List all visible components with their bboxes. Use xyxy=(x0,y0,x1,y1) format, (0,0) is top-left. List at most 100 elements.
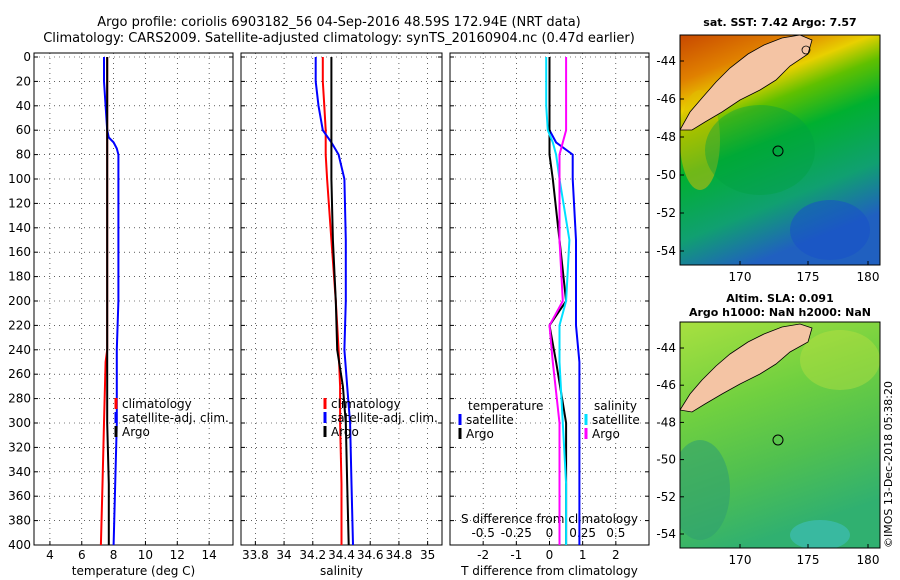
map-y-tick-label: -48 xyxy=(656,130,676,144)
y-tick-label: 120 xyxy=(8,196,31,210)
x-tick-label: -2 xyxy=(477,548,489,562)
series-t-argo xyxy=(548,57,568,545)
y-tick-label: 20 xyxy=(16,74,31,88)
salinity-panel: 33.8 34 34.2 34.4 34.6 34.8 35 salinity climatol… xyxy=(240,52,443,578)
legend-label: Argo xyxy=(122,425,150,439)
sla-map: Altim. SLA: 0.091 Argo h1000: NaN h2000:… xyxy=(656,292,881,567)
south-island-land-b xyxy=(680,323,813,413)
x-tick-label: 12 xyxy=(170,548,185,562)
x-tick-label: 6 xyxy=(78,548,86,562)
x-tick-label: 34.4 xyxy=(328,548,355,562)
y-tick-label: 380 xyxy=(8,514,31,528)
y-tick-label: 160 xyxy=(8,245,31,259)
y-tick-label: 320 xyxy=(8,440,31,454)
map-y-tick-label: -52 xyxy=(656,206,676,220)
y-tick-label: 240 xyxy=(8,343,31,357)
s-tick-label: 0.5 xyxy=(606,526,625,540)
x-axis-label: temperature (deg C) xyxy=(72,564,195,578)
x-tick-label: 0 xyxy=(546,548,554,562)
legend-label: Argo xyxy=(331,425,359,439)
x-tick-label: 8 xyxy=(110,548,118,562)
legend-label: Argo xyxy=(466,427,494,441)
south-island-land xyxy=(680,35,813,131)
x-axis-label: T difference from climatology xyxy=(460,564,638,578)
series-satellite-adj-clim- xyxy=(314,57,354,546)
series-s-satellite xyxy=(545,57,571,545)
map-y-tick-label: -44 xyxy=(656,341,676,355)
map-y-tick-label: -50 xyxy=(656,453,676,467)
y-tick-label: 400 xyxy=(8,538,31,552)
map-y-tick-label: -44 xyxy=(656,54,676,68)
y-tick-label: 200 xyxy=(8,294,31,308)
map-y-tick-label: -46 xyxy=(656,378,676,392)
map-y-tick-label: -48 xyxy=(656,415,676,429)
y-tick-label: 100 xyxy=(8,172,31,186)
y-tick-label: 340 xyxy=(8,465,31,479)
y-tick-label: 140 xyxy=(8,221,31,235)
sla-map-title1: Altim. SLA: 0.091 xyxy=(726,292,833,305)
x-tick-label: 35 xyxy=(420,548,435,562)
legend-label: satellite xyxy=(466,413,514,427)
map-x-tick-label: 175 xyxy=(797,270,820,284)
map-x-tick-label: 175 xyxy=(797,553,820,567)
map-x-tick-label: 180 xyxy=(857,553,880,567)
argo-position-marker-b xyxy=(772,434,784,446)
sla-map-title2: Argo h1000: NaN h2000: NaN xyxy=(689,306,871,319)
x-tick-label: 34.2 xyxy=(299,548,326,562)
s-tick-label: -0.25 xyxy=(501,526,532,540)
sst-map-patches xyxy=(680,35,870,260)
legend-label: climatology xyxy=(331,397,401,411)
y-tick-label: 280 xyxy=(8,392,31,406)
sst-map-title: sat. SST: 7.42 Argo: 7.57 xyxy=(703,16,856,29)
series-argo xyxy=(330,57,350,546)
x-tick-label: 4 xyxy=(46,548,54,562)
y-tick-label: 80 xyxy=(16,148,31,162)
difference-panel: -2 -1 0 1 2 -0.5 -0.25 0 0.25 0.5S difference fro… xyxy=(449,52,650,578)
sst-map: sat. SST: 7.42 Argo: 7.57 170 175 180 -44 -4… xyxy=(656,16,881,284)
map-x-tick-label: 180 xyxy=(857,270,880,284)
x-tick-label: 10 xyxy=(138,548,153,562)
map-y-tick-label: -50 xyxy=(656,168,676,182)
x-tick-label: 1 xyxy=(579,548,587,562)
legend-label: Argo xyxy=(592,427,620,441)
y-tick-label: 60 xyxy=(16,123,31,137)
title-line1: Argo profile: coriolis 6903182_56 04-Sep… xyxy=(97,15,581,30)
map-y-tick-label: -46 xyxy=(656,92,676,106)
temperature-panel: 0 20 40 60 80 100 120 140 160 180 200 220 240 260 280 3… xyxy=(8,50,234,578)
s-tick-label: 0 xyxy=(546,526,554,540)
y-tick-label: 300 xyxy=(8,416,31,430)
x-tick-label: -1 xyxy=(510,548,522,562)
series-s-argo xyxy=(548,57,568,545)
sla-map-patches xyxy=(680,323,880,548)
legend-label: climatology xyxy=(122,397,192,411)
x-tick-label: 34 xyxy=(276,548,291,562)
argo-position-marker xyxy=(772,145,784,157)
series-argo xyxy=(106,57,110,545)
s-tick-label: 0.25 xyxy=(569,526,596,540)
legend-label: satellite-adj. clim. xyxy=(331,411,438,425)
y-tick-label: 220 xyxy=(8,318,31,332)
y-tick-label: 180 xyxy=(8,270,31,284)
x-tick-label: 2 xyxy=(612,548,620,562)
x-tick-label: 34.6 xyxy=(357,548,384,562)
map-x-tick-label: 170 xyxy=(729,553,752,567)
s-axis-label: S difference from climatology xyxy=(461,512,638,526)
legend-label: satellite-adj. clim. xyxy=(122,411,229,425)
y-tick-label: 0 xyxy=(23,50,31,64)
footer-credit: ©IMOS 13-Dec-2018 05:38:20 xyxy=(882,381,895,548)
x-tick-label: 33.8 xyxy=(242,548,269,562)
legend-title-salinity: salinity xyxy=(594,399,637,413)
series-climatology xyxy=(321,57,343,545)
map-y-tick-label: -52 xyxy=(656,490,676,504)
map-y-tick-label: -54 xyxy=(656,527,676,541)
map-x-tick-label: 170 xyxy=(729,270,752,284)
plot-frame xyxy=(33,52,234,546)
y-tick-label: 40 xyxy=(16,99,31,113)
title-line2: Climatology: CARS2009. Satellite-adjuste… xyxy=(43,31,635,46)
s-tick-label: -0.5 xyxy=(471,526,494,540)
x-tick-label: 14 xyxy=(201,548,216,562)
legend-label: satellite xyxy=(592,413,640,427)
y-tick-label: 260 xyxy=(8,367,31,381)
legend-title-temperature: temperature xyxy=(468,399,543,413)
